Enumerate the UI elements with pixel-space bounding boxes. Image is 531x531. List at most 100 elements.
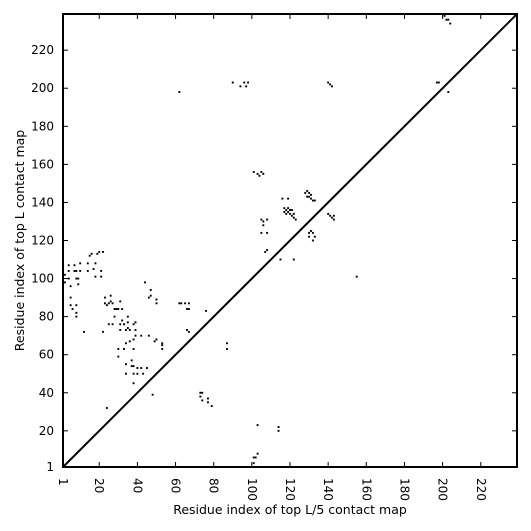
contact-point [449,22,452,25]
contact-point [180,302,183,305]
contact-point [187,302,190,305]
contact-point [205,309,208,312]
contact-point [313,199,316,202]
contact-point [151,393,154,396]
contact-point [117,355,120,358]
x-tick-label: 120 [283,478,297,501]
contact-point [140,334,143,337]
contact-point [134,334,137,337]
contact-point [123,348,125,350]
contact-point [69,304,72,307]
contact-point [287,197,290,200]
contact-point [132,348,135,350]
contact-point [254,456,257,459]
contact-point [279,258,282,261]
contact-point [294,218,297,221]
contact-point [287,207,290,210]
contact-point [256,452,259,455]
contact-point [443,14,446,17]
contact-point [256,424,259,427]
contact-point [125,342,127,345]
x-tick-label: 160 [359,478,373,501]
contact-point [262,172,265,175]
contact-point [75,304,78,307]
contact-point [88,254,91,257]
contact-point [308,195,311,198]
contact-point [201,391,204,394]
contact-point [90,252,93,255]
contact-point [289,212,291,215]
diagonal-line [62,13,518,468]
contact-point [306,190,309,192]
contact-point [63,281,66,284]
contact-point [256,172,259,175]
contact-point [292,258,295,261]
contact-point [252,462,255,465]
contact-point [161,344,164,347]
contact-point [125,329,127,331]
contact-point [311,199,314,202]
contact-point [149,289,152,291]
contact-point [125,363,127,366]
contact-point [115,308,118,310]
contact-point [132,323,135,326]
contact-point [155,338,158,341]
contact-point [117,308,120,310]
contact-point [126,321,129,324]
contact-point [327,81,330,84]
contact-point [306,195,309,198]
x-tick-label: 220 [474,478,488,501]
contact-point [311,239,314,242]
contact-point [107,323,110,326]
contact-point [226,348,229,350]
contact-point [119,300,122,303]
contact-point [94,275,97,278]
y-tick-label: 200 [31,81,54,95]
contact-point [130,365,133,368]
contact-point [437,81,440,84]
y-tick-label: 160 [31,157,54,171]
contact-point [126,327,129,329]
contact-point [266,218,269,221]
contact-point [186,308,188,310]
contact-point [210,405,213,408]
contact-point [290,214,293,217]
contact-point [67,264,70,267]
contact-point [266,249,269,251]
contact-point [262,220,265,223]
contact-point [231,81,234,84]
contact-point [207,401,209,404]
contact-point [187,308,190,310]
contact-point [117,348,120,350]
contact-point [252,171,255,173]
contact-point [207,397,209,400]
contact-point [258,174,261,177]
contact-point [102,250,105,253]
contact-point [104,302,106,305]
contact-point [67,277,70,280]
contact-point [292,216,295,219]
contact-point [331,85,333,88]
contact-point [266,231,269,234]
contact-point [264,250,267,253]
y-tick-label: 60 [39,348,54,362]
contact-point [447,91,450,93]
x-tick-label: 20 [92,478,106,493]
contact-point [226,342,229,345]
contact-point [311,231,314,234]
x-axis-ticks: 1 20 40 60 80 100 120 140 160 180 200 220 [56,14,488,501]
contact-point [75,270,78,272]
contact-point [308,235,311,238]
contact-point [100,270,103,272]
contact-point [125,372,127,375]
contact-point [98,250,101,253]
x-tick-label: 100 [245,478,259,501]
contact-point [147,334,150,337]
contact-point [86,262,89,265]
contact-point [155,302,158,305]
contact-point [332,214,335,217]
contact-point [313,235,316,238]
contact-point [73,270,76,272]
contact-point [445,18,448,21]
